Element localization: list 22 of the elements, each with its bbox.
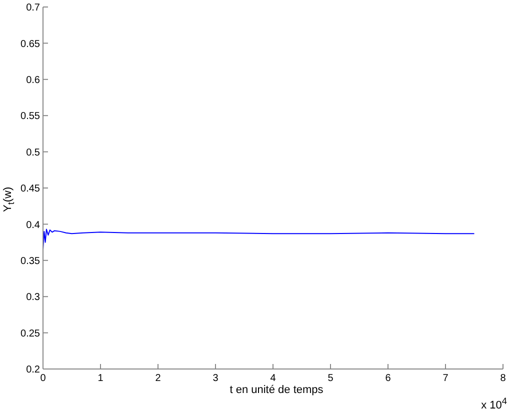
y-tick-label: 0.3 [26,292,40,304]
x-tick-label: 2 [155,373,162,384]
y-tick-label: 0.2 [26,364,40,376]
x-axis-title: t en unité de temps [228,384,324,396]
x-tick-label: 5 [328,373,334,384]
text: x 10$^{4}$ [481,396,507,412]
x-tick-label: 7 [442,373,449,384]
y-tick-label: 0.6 [26,74,40,86]
y-tick-label: 0.65 [20,38,40,50]
y-tick-label: 0.7 [26,2,40,14]
y-tick-label: 0.5 [26,147,40,158]
x-tick-label: 8 [500,373,506,384]
y-tick-label: 0.35 [20,256,40,267]
y-tick-label: 0.55 [20,111,40,122]
x-tick-label: 1 [98,373,104,384]
x-tick-label: 0 [40,373,46,384]
y-tick-label: 0.4 [26,220,40,231]
y-tick-label: 0.45 [20,184,40,195]
x-tick-label: 3 [212,373,219,384]
y-tick-label: 0.25 [20,328,40,340]
x-tick-label: 6 [385,373,392,384]
x-tick-label: 4 [270,373,276,384]
